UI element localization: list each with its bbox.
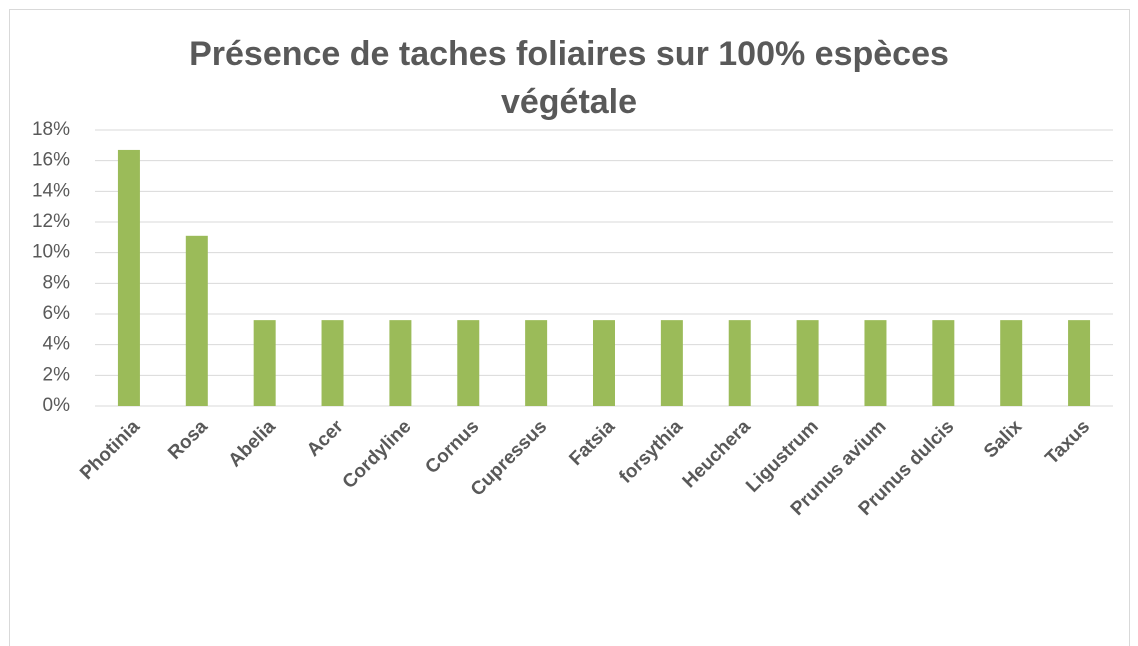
bar (117, 149, 140, 406)
bar (593, 320, 615, 406)
y-tick-label: 16% (32, 150, 70, 171)
x-tick-label: Fatsia (565, 416, 619, 470)
bar (389, 320, 412, 406)
bar (1000, 320, 1023, 406)
y-tick-label: 14% (32, 180, 70, 201)
y-tick-label: 0% (43, 395, 71, 416)
chart-title: Présence de taches foliaires sur 100% es… (189, 35, 949, 121)
x-tick-label: Salix (980, 416, 1027, 463)
y-tick-label: 8% (43, 272, 71, 293)
bar (932, 320, 955, 406)
bar (253, 320, 276, 406)
x-tick-label: Rosa (164, 416, 212, 464)
x-tick-label: Photinia (76, 416, 144, 484)
bar (457, 320, 480, 406)
bar (796, 320, 819, 406)
y-tick-label: 18% (32, 119, 70, 140)
x-tick-label: Abelia (225, 416, 280, 471)
bar (321, 320, 344, 406)
y-tick-label: 4% (43, 334, 71, 355)
x-tick-label: forsythia (615, 416, 687, 488)
bar (660, 320, 683, 406)
x-tick-label: Cornus (421, 416, 483, 478)
y-tick-label: 12% (32, 211, 70, 232)
bar (1068, 320, 1091, 406)
x-tick-label: Cordyline (339, 416, 416, 493)
bar (728, 320, 751, 406)
x-tick-label: Acer (303, 416, 348, 461)
bar (525, 320, 548, 406)
y-tick-label: 10% (32, 242, 70, 263)
y-tick-label: 6% (43, 303, 71, 324)
chart-frame (9, 9, 1130, 646)
bar (185, 235, 208, 406)
y-tick-label: 2% (43, 364, 71, 385)
bar (864, 320, 887, 406)
x-tick-label: Taxus (1041, 416, 1094, 469)
